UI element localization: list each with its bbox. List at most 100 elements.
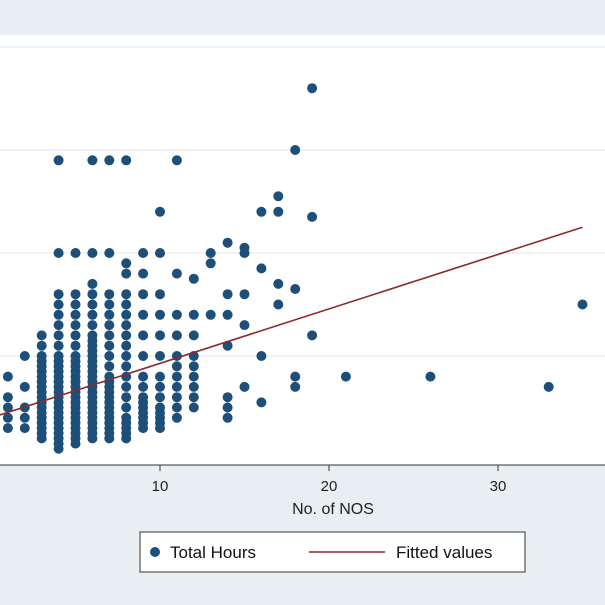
data-point [155,381,165,392]
data-point [577,299,588,310]
data-point [138,330,149,341]
data-point [104,351,115,361]
data-point [121,402,132,413]
data-point [87,330,98,341]
data-point [239,320,250,331]
data-point [543,381,554,392]
data-point [273,299,284,310]
data-point [70,340,81,351]
data-point [2,371,13,382]
data-point [222,412,233,423]
data-point [19,351,30,361]
x-tick-label: 10 [152,478,169,495]
legend-label-fitted-values: Fitted values [396,543,492,562]
data-point [53,351,64,361]
x-axis-ticks: 10 20 30 [152,465,507,495]
data-point [104,309,115,320]
data-point [138,248,149,258]
data-point [256,351,267,361]
plot-area [0,35,605,465]
data-point [53,289,64,300]
data-point [155,351,165,361]
data-point [340,371,351,382]
data-point [290,145,301,155]
data-point [171,309,182,320]
data-point [19,412,30,423]
data-point [188,381,199,392]
x-tick-label: 20 [321,478,338,495]
data-point [222,392,233,403]
data-point [171,268,182,279]
data-point [307,83,318,94]
data-point [188,309,199,320]
data-point [138,392,149,403]
data-point [36,330,47,341]
data-point [425,371,436,382]
data-point [155,330,165,341]
data-point [104,340,115,351]
data-point [121,268,132,279]
data-point [2,412,13,423]
data-point [155,392,165,403]
data-point [239,242,250,253]
data-point [121,299,132,310]
data-point [155,289,165,300]
fitted-line-layer [0,226,583,416]
data-point [104,361,115,372]
data-point [87,299,98,310]
data-point [188,330,199,341]
data-point [87,309,98,320]
data-point [36,340,47,351]
data-point [171,361,182,372]
data-point [256,397,267,408]
data-point [290,381,301,392]
data-point [171,412,182,423]
data-point [121,309,132,320]
data-point [138,309,149,320]
data-point [222,402,233,413]
data-point [2,423,13,434]
data-point [171,392,182,403]
data-point [205,248,216,258]
data-point [273,191,284,202]
data-point [104,289,115,300]
data-point [188,361,199,372]
data-point [87,155,98,166]
fitted-line [0,226,583,416]
data-point [19,381,30,392]
data-point [155,248,165,258]
data-point [138,381,149,392]
data-point [104,155,115,166]
data-point [171,155,182,166]
data-point [53,155,64,166]
data-point [53,320,64,331]
data-point [155,309,165,320]
data-point [104,320,115,331]
legend-label-total-hours: Total Hours [170,543,256,562]
data-point [70,320,81,331]
data-point [70,351,81,361]
data-point [256,206,267,217]
data-point [36,351,47,361]
data-point [121,412,132,423]
data-point [121,320,132,331]
data-point [307,330,318,341]
data-point [121,289,132,300]
data-point [70,309,81,320]
data-point [53,330,64,341]
data-point [188,273,199,284]
data-point [121,155,132,166]
data-point [290,371,301,382]
data-point [121,351,132,361]
data-point [222,309,233,320]
data-point [307,211,318,222]
data-point [53,299,64,310]
data-point [2,392,13,403]
data-point [121,258,132,269]
data-point [138,289,149,300]
x-tick-label: 30 [490,478,507,495]
legend: Total Hours Fitted values [139,531,526,573]
data-point [205,258,216,269]
data-point [70,289,81,300]
